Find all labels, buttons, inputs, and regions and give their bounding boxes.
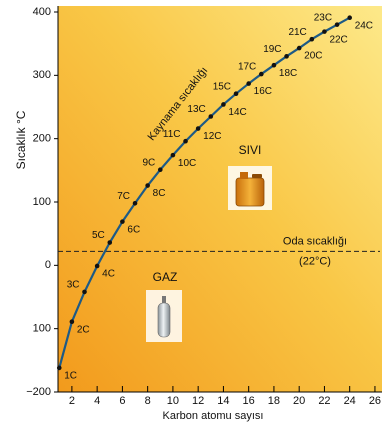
liquid-icon [228,166,272,210]
x-tick-label: 26 [369,395,381,407]
point [158,167,163,172]
point [259,72,264,77]
y-tick-label: −200 [26,386,51,398]
x-tick-label: 4 [94,395,100,407]
point-label: 23C [314,12,332,23]
y-tick-label: 200 [33,133,51,145]
point [246,81,251,86]
point-label: 21C [288,27,306,38]
x-tick-label: 18 [268,395,280,407]
point-label: 12C [203,131,221,142]
point [284,54,289,59]
point-label: 17C [238,62,256,73]
y-axis-title: Sıcaklık °C [14,110,28,169]
region-label: SIVI [239,143,262,157]
point-label: 18C [279,68,297,79]
y-tick-label: 300 [33,69,51,81]
x-axis-title: Karbon atomu sayısı [163,410,264,422]
x-tick-label: 14 [217,395,229,407]
reference-label: Oda sıcaklığı [283,235,347,247]
point [310,37,315,42]
y-tick-label: 100 [33,323,51,335]
point-label: 8C [153,188,166,199]
point-label: 13C [187,104,205,115]
point-label: 11C [163,129,181,140]
point [208,114,213,119]
point-label: 20C [304,51,322,62]
point [145,183,150,188]
point-label: 14C [228,107,246,118]
point-label: 19C [263,44,281,55]
page: {"chart_data": {"type": "line", "x_label… [0,0,388,429]
y-tick-label: 100 [33,196,51,208]
x-tick-label: 22 [318,395,330,407]
x-tick-label: 8 [145,395,151,407]
point [171,153,176,158]
x-tick-label: 2 [69,395,75,407]
point-label: 5C [92,230,105,241]
y-tick-label: 400 [33,6,51,18]
point [133,201,138,206]
y-tick-label: 0 [45,259,51,271]
x-tick-label: 20 [293,395,305,407]
point-label: 1C [64,371,77,382]
point [82,290,87,295]
point [221,102,226,107]
point-label: 10C [178,158,196,169]
x-tick-label: 12 [192,395,204,407]
x-tick-label: 24 [344,395,356,407]
point [272,63,277,68]
gas-icon [146,290,182,342]
point-label: 3C [67,280,80,291]
point [183,139,188,144]
point [107,240,112,245]
point [70,319,75,324]
point-label: 9C [142,157,155,168]
point [347,15,352,20]
x-tick-label: 10 [167,395,179,407]
point [234,91,239,96]
chart: SIVI GAZ Karbon atomu sayısı Sıcaklık °C… [0,0,388,424]
region-label: GAZ [153,270,178,284]
point [95,264,100,269]
x-tick-label: 6 [119,395,125,407]
point-label: 24C [355,20,373,31]
point-label: 4C [102,269,115,280]
point-label: 15C [213,81,231,92]
point [196,126,201,131]
point [335,22,340,27]
x-tick-label: 16 [243,395,255,407]
point-label: 2C [77,324,90,335]
point [120,219,125,224]
point-label: 7C [117,191,130,202]
point-label: 6C [127,224,140,235]
point [57,366,62,371]
point-label: 22C [329,34,347,45]
point [322,29,327,34]
plot-background [58,6,382,392]
reference-sublabel: (22°C) [299,255,331,267]
point [297,46,302,51]
point-label: 16C [254,86,272,97]
